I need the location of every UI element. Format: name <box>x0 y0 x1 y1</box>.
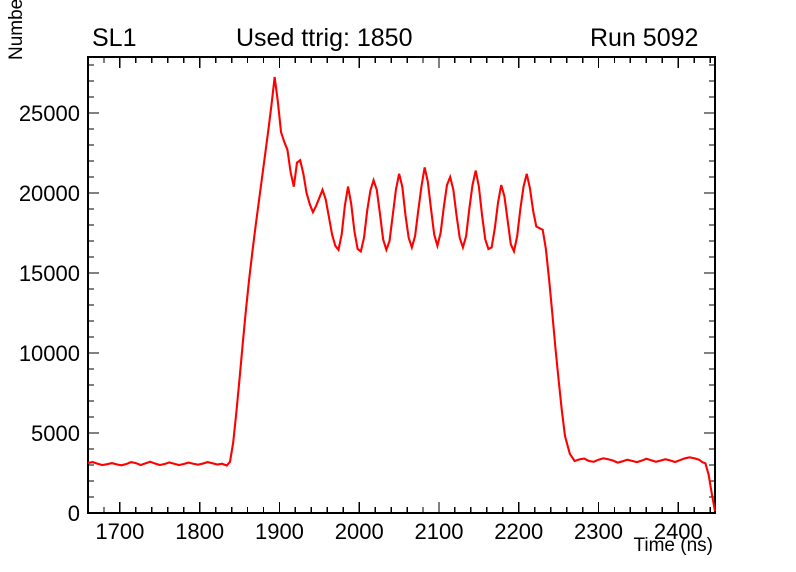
y-axis-ticks <box>88 64 715 514</box>
pad-label-run: Run 5092 <box>590 24 699 52</box>
frame-rect <box>87 56 716 514</box>
x-tick-label: 1900 <box>255 519 304 544</box>
series-line-digis <box>87 76 717 512</box>
x-axis-ticks <box>87 57 711 513</box>
x-axis-title: Time (ns) <box>633 535 713 556</box>
x-tick-label: 2000 <box>335 519 384 544</box>
x-tick-label: 2300 <box>574 519 623 544</box>
pad-label-superlayer: SL1 <box>92 24 137 52</box>
data-series-digis <box>87 76 717 512</box>
y-axis-title: Number of digis <box>6 0 27 60</box>
x-axis-tick-labels: 1700 1800 1900 2000 2100 2200 2300 2400 <box>95 519 702 544</box>
x-tick-label: 1700 <box>95 519 144 544</box>
x-tick-label: 1800 <box>175 519 224 544</box>
y-tick-label: 0 <box>68 501 80 526</box>
pad-title-ttrig: Used ttrig: 1850 <box>236 24 413 52</box>
x-tick-label: 2100 <box>415 519 464 544</box>
y-tick-label: 20000 <box>19 181 80 206</box>
y-axis-tick-labels: 0 5000 10000 15000 20000 25000 <box>19 101 80 526</box>
y-tick-label: 10000 <box>19 341 80 366</box>
y-tick-label: 15000 <box>19 261 80 286</box>
x-tick-label: 2400 <box>654 519 703 544</box>
y-tick-label: 5000 <box>31 421 80 446</box>
plot-frame <box>87 56 716 514</box>
x-tick-label: 2200 <box>494 519 543 544</box>
y-tick-label: 25000 <box>19 101 80 126</box>
